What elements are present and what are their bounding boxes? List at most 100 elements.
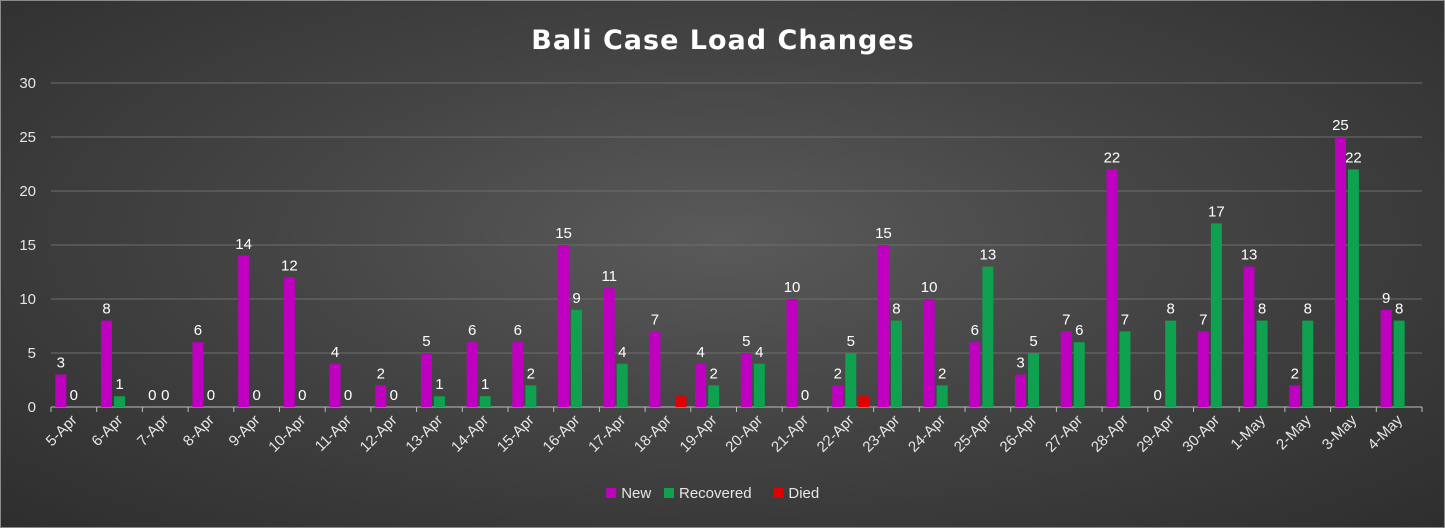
data-label-recovered: 6 (1075, 322, 1083, 339)
x-tick-label: 14-Apr (448, 412, 492, 456)
data-label-new: 15 (555, 225, 572, 242)
bar-new (1060, 331, 1072, 407)
data-label-recovered: 1 (115, 376, 123, 393)
bar-new (512, 342, 524, 407)
bar-recovered (616, 363, 628, 407)
y-tick-label: 5 (28, 345, 36, 362)
x-tick-label: 2-May (1273, 411, 1315, 453)
y-tick-label: 10 (19, 291, 36, 308)
bar-new (1197, 331, 1209, 407)
data-label-recovered: 17 (1208, 203, 1225, 220)
legend-item-recovered: Recovered (664, 485, 752, 502)
data-label-recovered: 1 (481, 376, 489, 393)
data-label-new: 14 (235, 236, 252, 253)
legend-item-died: Died (773, 485, 819, 502)
data-label-recovered: 8 (1304, 301, 1312, 318)
bar-recovered (1302, 320, 1314, 407)
bar-new (1106, 169, 1118, 407)
x-tick-label: 24-Apr (905, 412, 949, 456)
bar-recovered (479, 396, 491, 407)
bar-new (1289, 385, 1301, 407)
data-label-new: 10 (921, 279, 938, 296)
bar-new (923, 299, 935, 407)
data-label-new: 9 (1382, 290, 1390, 307)
x-tick-label: 4-May (1364, 411, 1406, 453)
x-tick-label: 19-Apr (677, 412, 721, 456)
x-tick-label: 25-Apr (951, 412, 995, 456)
bar-new (649, 331, 661, 407)
bar-recovered (1028, 353, 1040, 407)
x-tick-label: 3-May (1319, 411, 1361, 453)
x-axis-ticks: 5-Apr 6-Apr 7-Apr 8-Apr 9-Apr 10-Apr 11-Apr 12-… (43, 411, 1407, 455)
x-tick-label: 18-Apr (631, 412, 675, 456)
bar-new (1334, 137, 1346, 407)
data-label-new: 13 (1241, 247, 1258, 264)
legend: New Recovered Died (606, 485, 819, 502)
bar-new (969, 342, 981, 407)
x-tick-label: 22-Apr (814, 412, 858, 456)
legend-label: New (621, 485, 651, 502)
bar-recovered (1256, 320, 1268, 407)
x-tick-label: 17-Apr (585, 412, 629, 456)
data-label-recovered: 0 (70, 387, 78, 404)
data-label-recovered: 2 (527, 365, 535, 382)
bar-died (858, 396, 870, 407)
data-label-recovered: 0 (801, 387, 809, 404)
data-label-new: 12 (281, 257, 298, 274)
data-label-recovered: 0 (344, 387, 352, 404)
data-label-new: 6 (971, 322, 979, 339)
data-label-new: 5 (742, 333, 750, 350)
data-label-new: 6 (194, 322, 202, 339)
y-axis-ticks: 0 5 10 15 20 25 30 (19, 75, 36, 416)
bar-recovered (936, 385, 948, 407)
x-tick-label: 6-Apr (88, 412, 126, 450)
data-label-recovered: 0 (161, 387, 169, 404)
data-label-new: 15 (875, 225, 892, 242)
data-label-recovered: 0 (390, 387, 398, 404)
data-label-new: 7 (1199, 311, 1207, 328)
x-tick-label: 15-Apr (494, 412, 538, 456)
data-label-recovered: 22 (1345, 149, 1362, 166)
data-label-new: 0 (148, 387, 156, 404)
data-label-new: 2 (1291, 365, 1299, 382)
x-tick-label: 11-Apr (312, 412, 355, 455)
bar-died (675, 396, 687, 407)
bar-new (786, 299, 798, 407)
x-tick-label: 12-Apr (357, 412, 401, 456)
bar-recovered (433, 396, 445, 407)
bar-recovered (708, 385, 720, 407)
bar-new (1243, 266, 1255, 407)
legend-swatch (773, 488, 784, 498)
data-label-recovered: 0 (252, 387, 260, 404)
x-tick-label: 5-Apr (43, 412, 81, 450)
bar-recovered (753, 363, 765, 407)
data-label-recovered: 1 (435, 376, 443, 393)
x-tick-label: 27-Apr (1042, 412, 1086, 456)
bar-new (375, 385, 387, 407)
gridlines (50, 82, 1423, 412)
data-label-new: 4 (331, 344, 339, 361)
bar-recovered (1210, 223, 1222, 407)
bar-new (832, 385, 844, 407)
bar-new (238, 255, 250, 407)
data-label-new: 22 (1104, 149, 1121, 166)
x-tick-label: 9-Apr (226, 412, 264, 450)
y-tick-label: 25 (19, 129, 36, 146)
data-label-new: 6 (514, 322, 522, 339)
bar-new (877, 245, 889, 407)
bar-recovered (1165, 320, 1177, 407)
data-label-recovered: 8 (1258, 301, 1266, 318)
bar-recovered (982, 266, 994, 407)
data-label-recovered: 13 (980, 247, 997, 264)
x-tick-label: 30-Apr (1179, 412, 1223, 456)
data-label-recovered: 0 (298, 387, 306, 404)
bar-new (740, 353, 752, 407)
bar-new (329, 363, 341, 407)
data-label-new: 2 (834, 365, 842, 382)
legend-item-new: New (606, 485, 651, 502)
legend-label: Died (788, 485, 819, 502)
bar-recovered (1119, 331, 1131, 407)
data-label-new: 3 (57, 355, 65, 372)
data-label-new: 6 (468, 322, 476, 339)
